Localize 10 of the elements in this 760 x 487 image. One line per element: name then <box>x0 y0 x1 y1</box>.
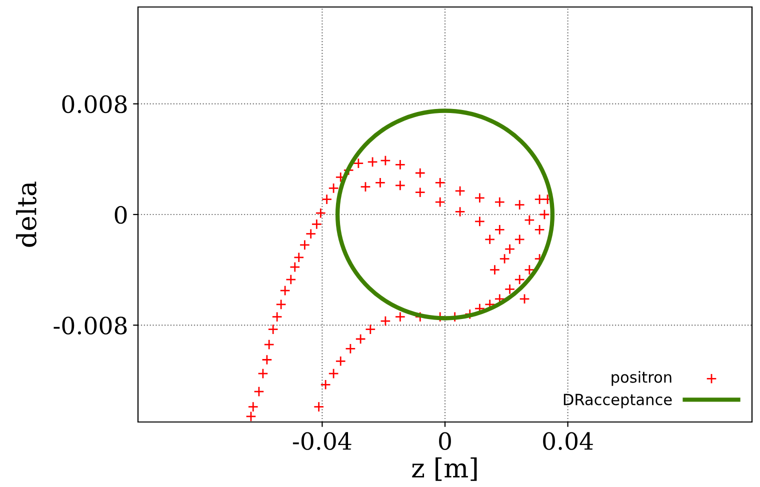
x-tick-label: -0.04 <box>292 432 352 450</box>
y-tick-label: 0 <box>114 206 127 224</box>
y-tick-label: -0.008 <box>54 316 127 334</box>
x-tick-label: 0 <box>439 432 451 450</box>
y-tick-label: 0.008 <box>62 95 127 114</box>
y-axis-title: delta <box>16 182 36 247</box>
x-tick-label: 0.04 <box>543 432 593 450</box>
x-axis-title: z [m] <box>412 457 477 481</box>
legend-label: positron <box>612 371 672 386</box>
annotation: DRacceptance <box>564 394 672 408</box>
